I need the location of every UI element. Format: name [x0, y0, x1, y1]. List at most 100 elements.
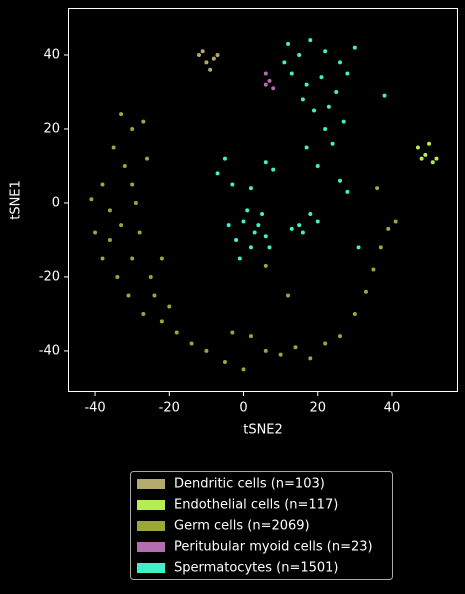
legend-swatch [137, 521, 165, 531]
point [159, 256, 164, 261]
point [267, 78, 272, 83]
point [211, 56, 216, 61]
point [119, 223, 124, 228]
point [323, 341, 328, 346]
point [308, 212, 313, 217]
point [130, 256, 135, 261]
point [263, 263, 268, 268]
legend-swatch [137, 542, 165, 552]
point [122, 163, 127, 168]
point [248, 245, 253, 250]
point [93, 230, 98, 235]
point [107, 208, 112, 213]
point [337, 178, 342, 183]
point [393, 219, 398, 224]
point [308, 356, 313, 361]
point [263, 348, 268, 353]
point [215, 52, 220, 57]
point [282, 60, 287, 65]
point [256, 223, 261, 228]
legend-swatch [137, 500, 165, 510]
point [352, 311, 357, 316]
point [271, 167, 276, 172]
point [107, 237, 112, 242]
point [100, 256, 105, 261]
point [363, 289, 368, 294]
x-axis-label: tSNE2 [243, 423, 283, 438]
legend-swatch [137, 479, 165, 489]
point [159, 319, 164, 324]
point [434, 156, 439, 161]
x-tick-label: 40 [384, 401, 401, 416]
point [352, 45, 357, 50]
point [386, 226, 391, 231]
point [263, 234, 268, 239]
legend-label: Germ cells (n=2069) [174, 519, 310, 534]
point [300, 97, 305, 102]
point [260, 212, 265, 217]
point [356, 245, 361, 250]
point [308, 38, 313, 43]
point [378, 245, 383, 250]
point [423, 152, 428, 157]
point [208, 67, 213, 72]
point [204, 348, 209, 353]
point [130, 126, 135, 131]
y-tick-label: -20 [39, 269, 60, 284]
point [241, 367, 246, 372]
legend-swatch [137, 563, 165, 573]
point [304, 82, 309, 87]
point [137, 230, 142, 235]
legend-label: Dendritic cells (n=103) [174, 477, 325, 492]
point [234, 237, 239, 242]
point [304, 145, 309, 150]
x-tick-label: 0 [239, 401, 247, 416]
point [337, 334, 342, 339]
point [326, 104, 331, 109]
point [189, 341, 194, 346]
point [341, 119, 346, 124]
point [293, 345, 298, 350]
point [263, 160, 268, 165]
x-tick-label: -20 [159, 401, 180, 416]
legend-label: Endothelial cells (n=117) [174, 498, 338, 513]
point [241, 219, 246, 224]
plot-frame [68, 8, 458, 392]
point [315, 219, 320, 224]
point [323, 49, 328, 54]
point [196, 52, 201, 57]
point [222, 360, 227, 365]
point [89, 197, 94, 202]
y-tick-label: 20 [43, 121, 60, 136]
point [174, 330, 179, 335]
point [315, 163, 320, 168]
legend [130, 471, 393, 580]
point [100, 182, 105, 187]
point [334, 89, 339, 94]
point [222, 156, 227, 161]
y-tick-label: -40 [39, 343, 60, 358]
point [289, 71, 294, 76]
point [119, 112, 124, 117]
point [289, 226, 294, 231]
point [330, 141, 335, 146]
point [263, 82, 268, 87]
point [427, 141, 432, 146]
point [248, 186, 253, 191]
point [419, 156, 424, 161]
x-tick-label: -40 [84, 401, 105, 416]
point [215, 171, 220, 176]
point [245, 208, 250, 213]
point [111, 145, 116, 150]
point [130, 182, 135, 187]
point [271, 86, 276, 91]
point [323, 126, 328, 131]
point [267, 245, 272, 250]
point [297, 52, 302, 57]
point [375, 186, 380, 191]
point [345, 189, 350, 194]
point [167, 304, 172, 309]
x-tick-label: 20 [309, 401, 326, 416]
point [152, 293, 157, 298]
